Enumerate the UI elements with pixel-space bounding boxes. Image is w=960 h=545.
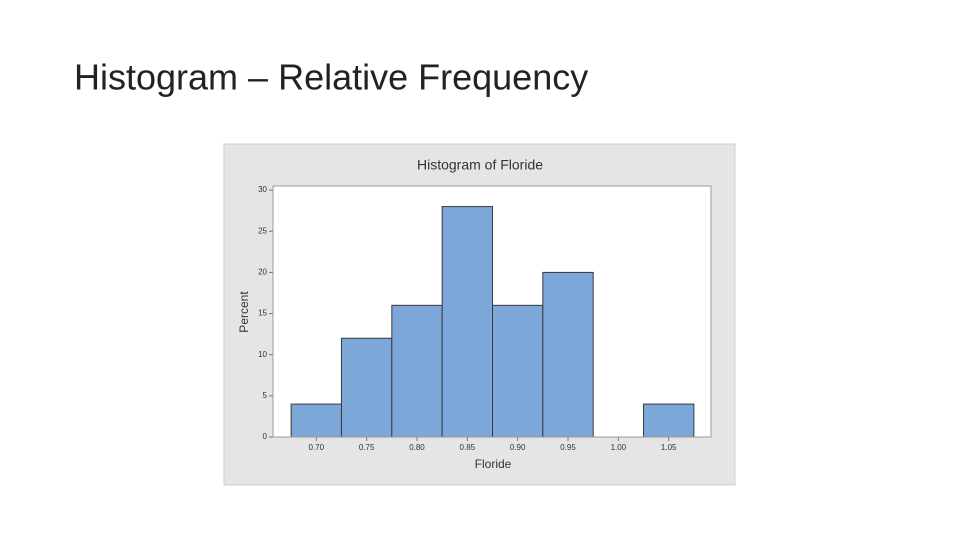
x-tick-label: 1.00 xyxy=(611,443,627,452)
plot: 0 5 10 15 20 25 30 0.70 0.75 0.80 0.85 0.90 0.95 1.00… xyxy=(258,185,695,452)
histogram-bar xyxy=(391,304,443,438)
x-tick-label: 0.95 xyxy=(560,443,576,452)
histogram-bar xyxy=(340,337,393,438)
y-tick-label: 20 xyxy=(258,268,267,277)
y-tick-label: 10 xyxy=(258,350,267,359)
x-tick-label: 1.05 xyxy=(661,443,677,452)
x-tick-label: 0.80 xyxy=(409,443,425,452)
y-tick-label: 25 xyxy=(258,226,267,235)
histogram-bar xyxy=(542,271,594,438)
slide-title: Histogram – Relative Frequency xyxy=(74,57,588,98)
x-axis-label: Floride xyxy=(475,457,512,471)
histogram-bar xyxy=(643,403,695,438)
y-tick-label: 15 xyxy=(258,309,267,318)
y-tick-label: 30 xyxy=(258,185,267,194)
x-tick-label: 0.70 xyxy=(309,443,325,452)
y-tick-label: 0 xyxy=(263,432,268,441)
histogram-bar xyxy=(492,304,544,438)
y-tick-label: 5 xyxy=(263,391,268,400)
x-tick-label: 0.85 xyxy=(460,443,476,452)
chart-title: Histogram of Floride xyxy=(417,157,543,173)
histogram-bar xyxy=(441,206,494,438)
y-axis-label: Percent xyxy=(237,291,251,333)
plot-frame xyxy=(272,185,712,438)
x-tick-label: 0.75 xyxy=(359,443,375,452)
histogram-bar xyxy=(290,403,342,438)
x-tick-label: 0.90 xyxy=(510,443,526,452)
